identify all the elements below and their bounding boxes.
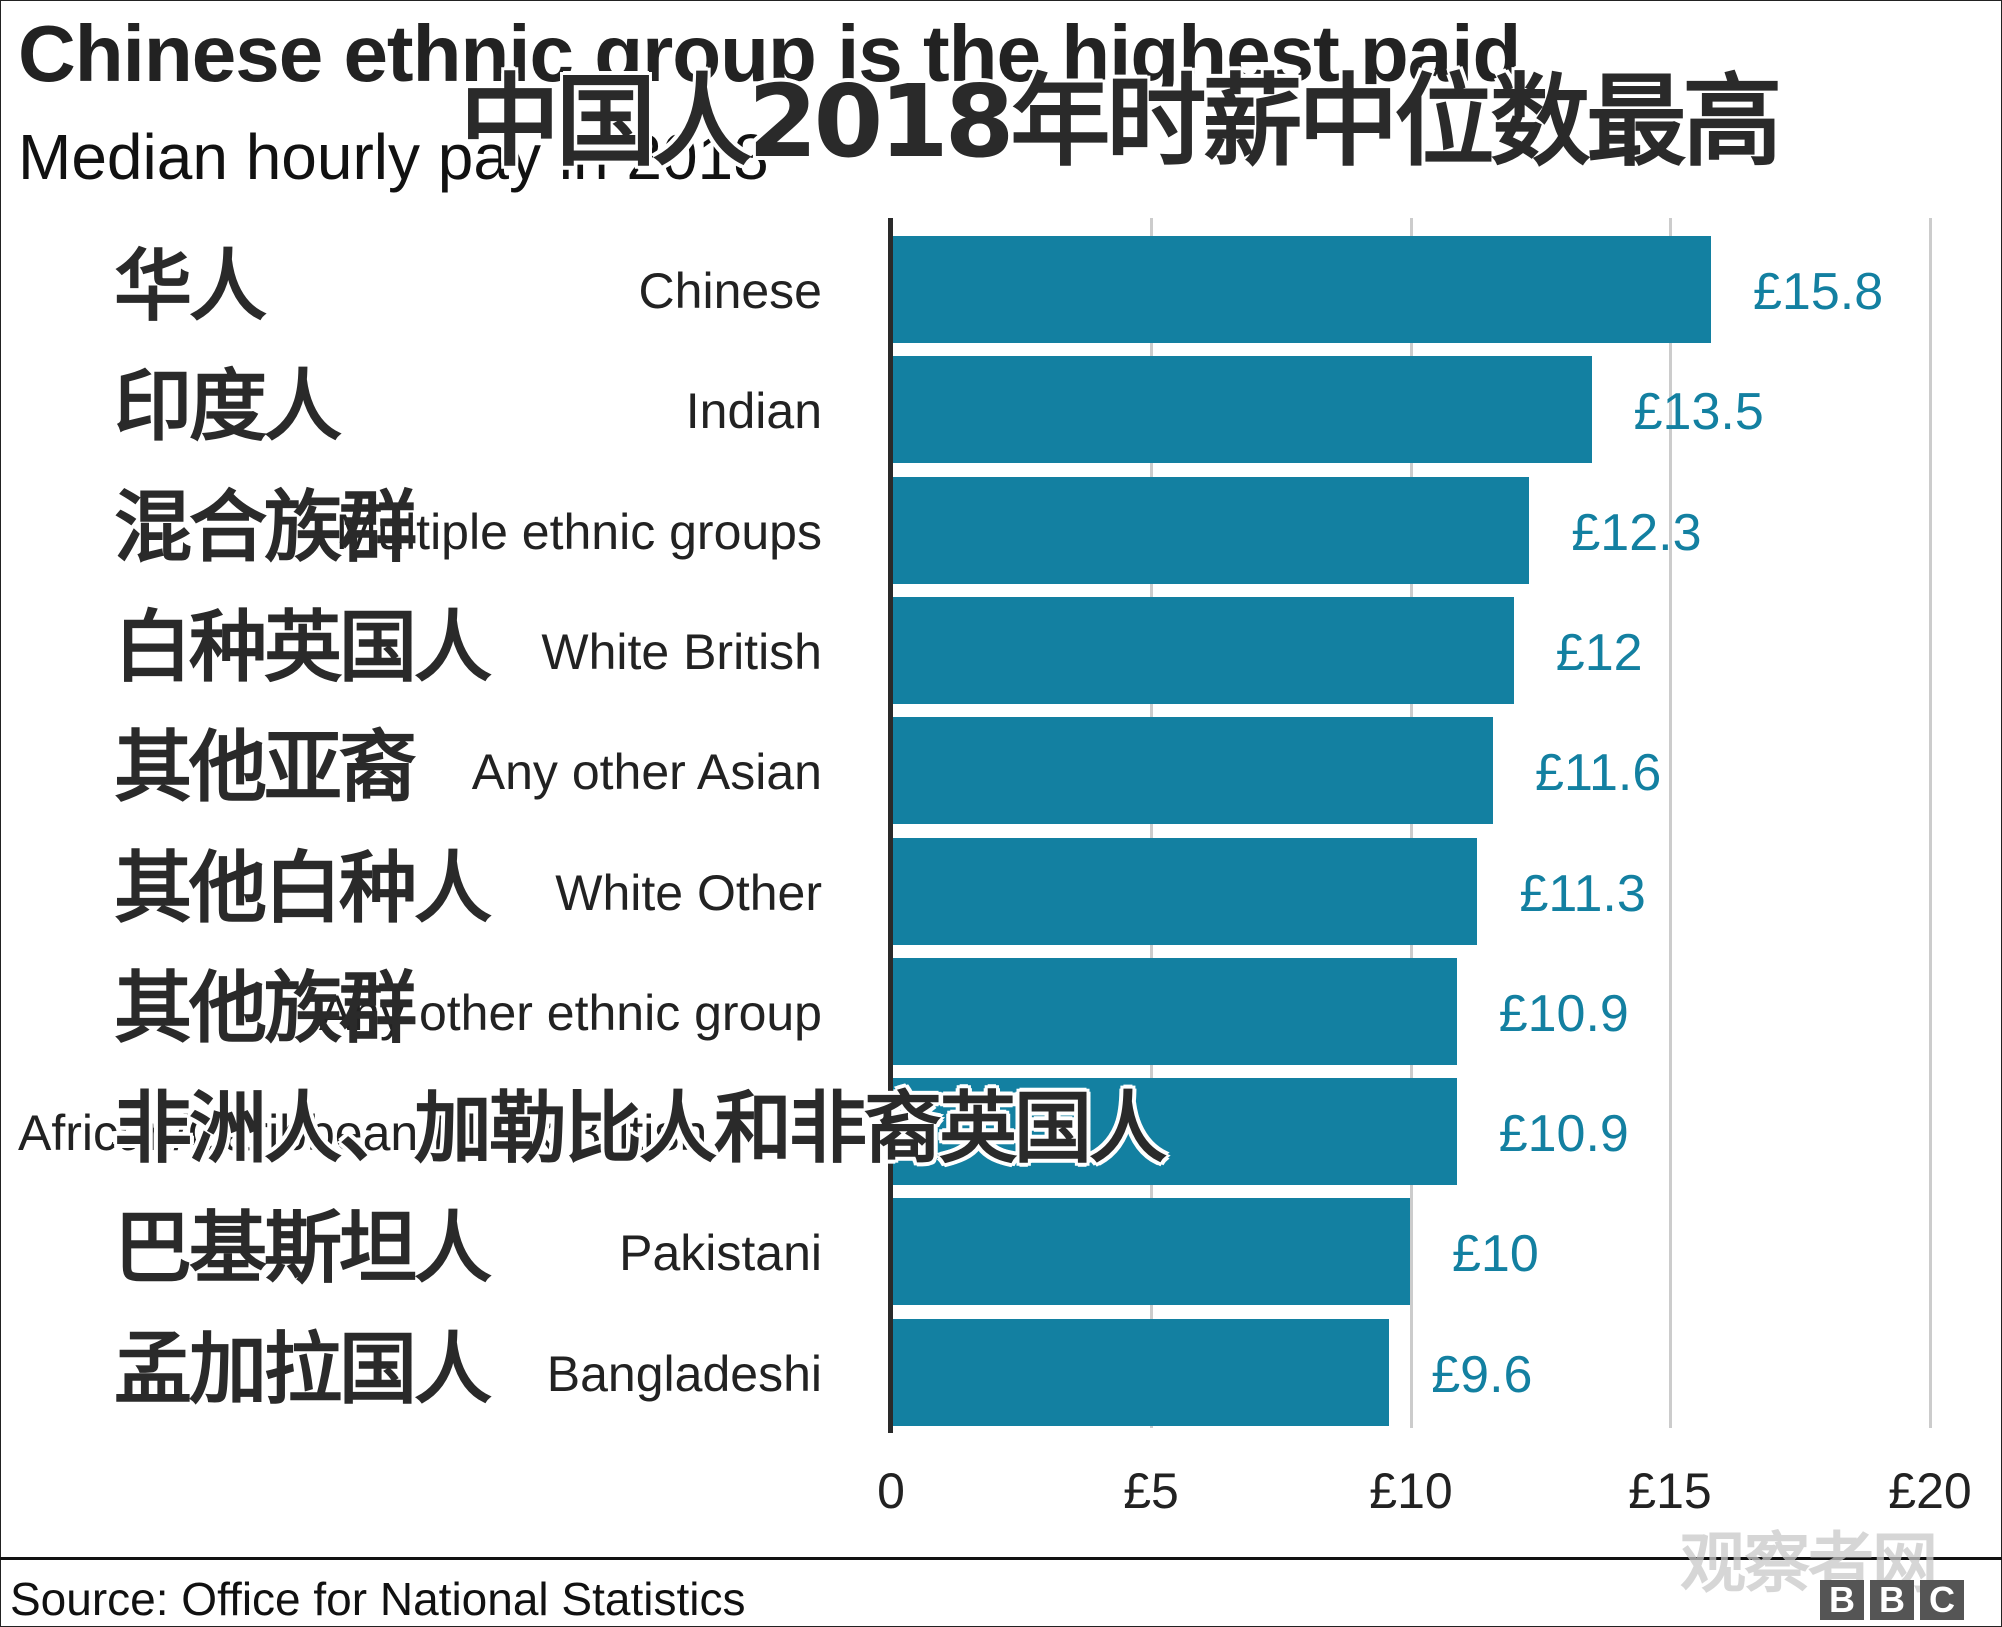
bar [893, 596, 1514, 704]
source-note: Source: Office for National Statistics [10, 1573, 746, 1625]
bbc-logo-letter: B [1870, 1580, 1914, 1620]
category-label-en: White Other [555, 864, 822, 921]
x-tick-10: £10 [1369, 1463, 1453, 1519]
x-tick-5: £5 [1123, 1463, 1179, 1519]
category-label-zh: 巴基斯坦人 [114, 1204, 492, 1295]
chart-subtitle: Median hourly pay in 2018 [18, 121, 769, 193]
category-label-zh: 非洲人、加勒比人和非裔英国人 [114, 1084, 1167, 1175]
bar-value-label: £11.6 [1535, 744, 1662, 803]
category-label-zh: 其他亚裔 [114, 723, 417, 814]
bar-value-label: £10.9 [1498, 1105, 1629, 1164]
bar [893, 1318, 1390, 1426]
category-label-zh: 其他白种人 [114, 843, 492, 934]
bar-value-label: £13.5 [1633, 383, 1764, 442]
category-label-en: Bangladeshi [546, 1345, 822, 1402]
category-label-en: Multiple ethnic groups [335, 503, 822, 560]
category-label-zh: 华人 [114, 242, 267, 332]
bar [893, 1078, 1457, 1186]
bar-value-label: £12 [1555, 623, 1643, 682]
bar [893, 837, 1478, 945]
gridline-15 [1669, 218, 1672, 1428]
bar [893, 717, 1494, 825]
bar [893, 1198, 1410, 1306]
category-label-zh: 印度人 [114, 362, 342, 453]
bbc-logo: B B C [1820, 1580, 1964, 1620]
bar-value-label: £12.3 [1571, 503, 1702, 562]
category-label-zh: 混合族群 [114, 482, 417, 573]
chart-title: Chinese ethnic group is the highest paid [18, 9, 1521, 98]
bar-value-label: £15.8 [1753, 263, 1884, 321]
category-label-en: Indian [685, 383, 822, 440]
category-label-en: Pakistani [619, 1225, 822, 1282]
category-label-en: Any other Asian [471, 744, 822, 801]
y-axis-line [888, 218, 893, 1433]
bbc-logo-letter: B [1820, 1580, 1864, 1620]
category-label-en: White British [541, 623, 822, 680]
category-label-en: African/Caribbean/Black British [18, 1105, 708, 1162]
bar [893, 476, 1530, 584]
gridline-20 [1929, 218, 1932, 1428]
bar-value-label: £10 [1452, 1225, 1539, 1284]
bar [893, 957, 1457, 1065]
category-label-zh: 孟加拉国人 [114, 1324, 492, 1415]
chart-title-zh: 中国人2018年时薪中位数最高 [460, 63, 1782, 180]
bar-value-label: £11.3 [1519, 864, 1646, 923]
category-label-zh: 其他族群 [114, 963, 417, 1054]
footer-divider [0, 1557, 2002, 1560]
bar-value-label: £10.9 [1498, 984, 1629, 1043]
category-label-en: Chinese [638, 263, 822, 319]
x-tick-20: £20 [1888, 1463, 1972, 1519]
category-label-en: Any other ethnic group [318, 984, 822, 1041]
x-tick-15: £15 [1628, 1463, 1712, 1519]
bbc-logo-letter: C [1920, 1580, 1964, 1620]
bar [893, 236, 1712, 343]
bar-value-label: £9.6 [1431, 1345, 1533, 1404]
category-label-zh: 白种英国人 [114, 602, 492, 693]
x-tick-0: 0 [877, 1463, 905, 1519]
bar [893, 356, 1592, 464]
